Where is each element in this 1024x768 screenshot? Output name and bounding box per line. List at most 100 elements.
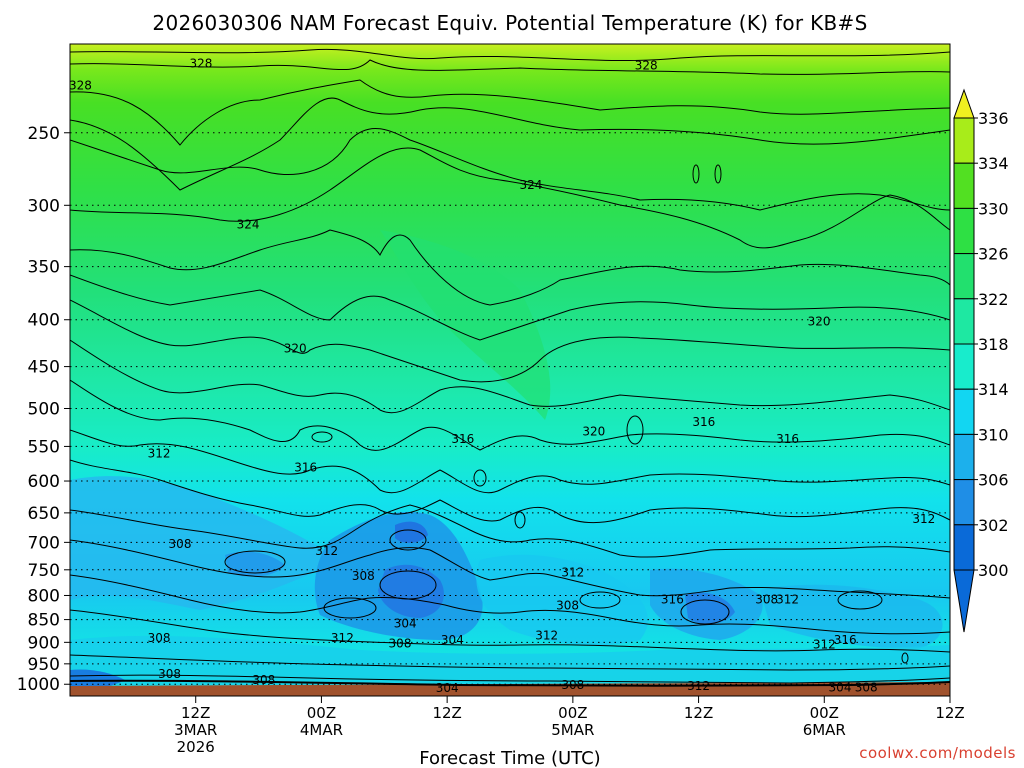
colorbar-segment [953,162,975,209]
contour-line [70,147,950,249]
low-theta-region [70,476,340,610]
contour-line [70,539,950,599]
colorbar-label: 302 [978,516,1009,535]
y-tick-label: 750 [28,561,60,581]
y-tick-label: 800 [28,586,60,606]
x-tick-label: 12Z [935,704,964,722]
contour-line [311,431,333,443]
contour-label: 316 [294,461,317,475]
x-tick-label: 12Z [181,704,210,722]
colorbar-segment [953,117,975,164]
contour-label: 312 [813,638,836,652]
x-tick-label: 2026 [177,738,215,756]
low-theta-region [378,564,444,618]
contour-label: 316 [451,432,474,446]
y-tick-label: 550 [28,437,60,457]
x-tick-label: 3MAR [174,721,217,739]
y-axis: 2503003504004505005506006507007508008509… [17,124,70,695]
low-theta-region [760,584,943,649]
high-theta-tongue [380,230,551,420]
contour-line [837,590,883,610]
contour-label: 312 [687,679,710,693]
x-tick-label: 5MAR [551,721,594,739]
contour-label: 312 [561,565,584,579]
contour-line [379,570,437,600]
low-theta-region [395,521,428,543]
plot-border [69,43,951,697]
colorbar: 336 334 330 326 322 318 314 310 306 302 300 [953,88,1009,633]
contour-label: 316 [776,432,799,446]
colorbar-label: 330 [978,199,1009,218]
y-tick-label: 900 [28,633,60,653]
x-tick-label: 00Z [307,704,336,722]
contour-line [323,597,377,619]
contour-label: 328 [189,56,212,70]
x-tick-label: 00Z [810,704,839,722]
y-tick-label: 600 [28,472,60,492]
contour-line [70,379,950,451]
contour-label: 320 [284,342,307,356]
contour-label: 304 [436,681,459,695]
chart-title: 2026030306 NAM Forecast Equiv. Potential… [152,11,867,35]
contour-label: 308 [855,680,878,694]
contour-line [70,654,950,671]
contour-line [70,274,950,341]
colorbar-label: 314 [978,380,1009,399]
colorbar-label: 318 [978,335,1009,354]
colorbar-label: 326 [978,245,1009,264]
contour-label: 308 [169,537,192,551]
contour-label: 328 [635,58,658,72]
contour-line [514,511,526,529]
contour-label: 308 [561,678,584,692]
contour-line [714,164,722,184]
contour-label: 304 [394,616,417,630]
contour-line [70,299,950,383]
y-tick-label: 850 [28,611,60,631]
colorbar-label: 334 [978,154,1009,173]
contour-line [579,591,621,609]
low-theta-region [225,551,285,577]
contour-label: 324 [237,218,260,232]
contour-line [70,674,950,684]
colorbar-label: 310 [978,425,1009,444]
x-axis-label: Forecast Time (UTC) [419,748,600,768]
y-tick-label: 250 [28,124,60,144]
colorbar-segment [953,298,975,345]
colorbar-segment [953,433,975,481]
contour-label: 304 [829,680,852,694]
contour-line [692,164,700,184]
x-tick-label: 12Z [432,704,461,722]
contour-label: 312 [776,592,799,606]
y-tick-label: 1000 [17,675,60,695]
contour-line [70,429,950,494]
contour-line [389,529,427,551]
y-tick-label: 350 [28,258,60,278]
y-tick-label: 650 [28,504,60,524]
contour-label: 308 [352,569,375,583]
contour-label: 308 [755,592,778,606]
y-tick-label: 500 [28,400,60,420]
contour-label: 308 [389,637,412,651]
y-tick-label: 450 [28,358,60,378]
pressure-gridlines [70,132,950,685]
colorbar-segment [953,388,975,435]
colorbar-label: 322 [978,290,1009,309]
contour-line [70,59,950,75]
contour-label: 312 [315,544,338,558]
contour-label: 308 [556,598,579,612]
colorbar-segment [953,524,975,571]
contour-line [473,469,487,487]
contour-label: 308 [148,631,171,645]
contour-line [70,459,950,524]
contour-line [70,574,950,635]
contour-line [224,550,286,574]
contour-line [70,679,950,687]
contour-line [70,48,950,62]
colorbar-segment [953,253,975,300]
colorbar-segment [953,569,975,633]
contour-label: 312 [331,631,354,645]
y-tick-label: 700 [28,533,60,553]
